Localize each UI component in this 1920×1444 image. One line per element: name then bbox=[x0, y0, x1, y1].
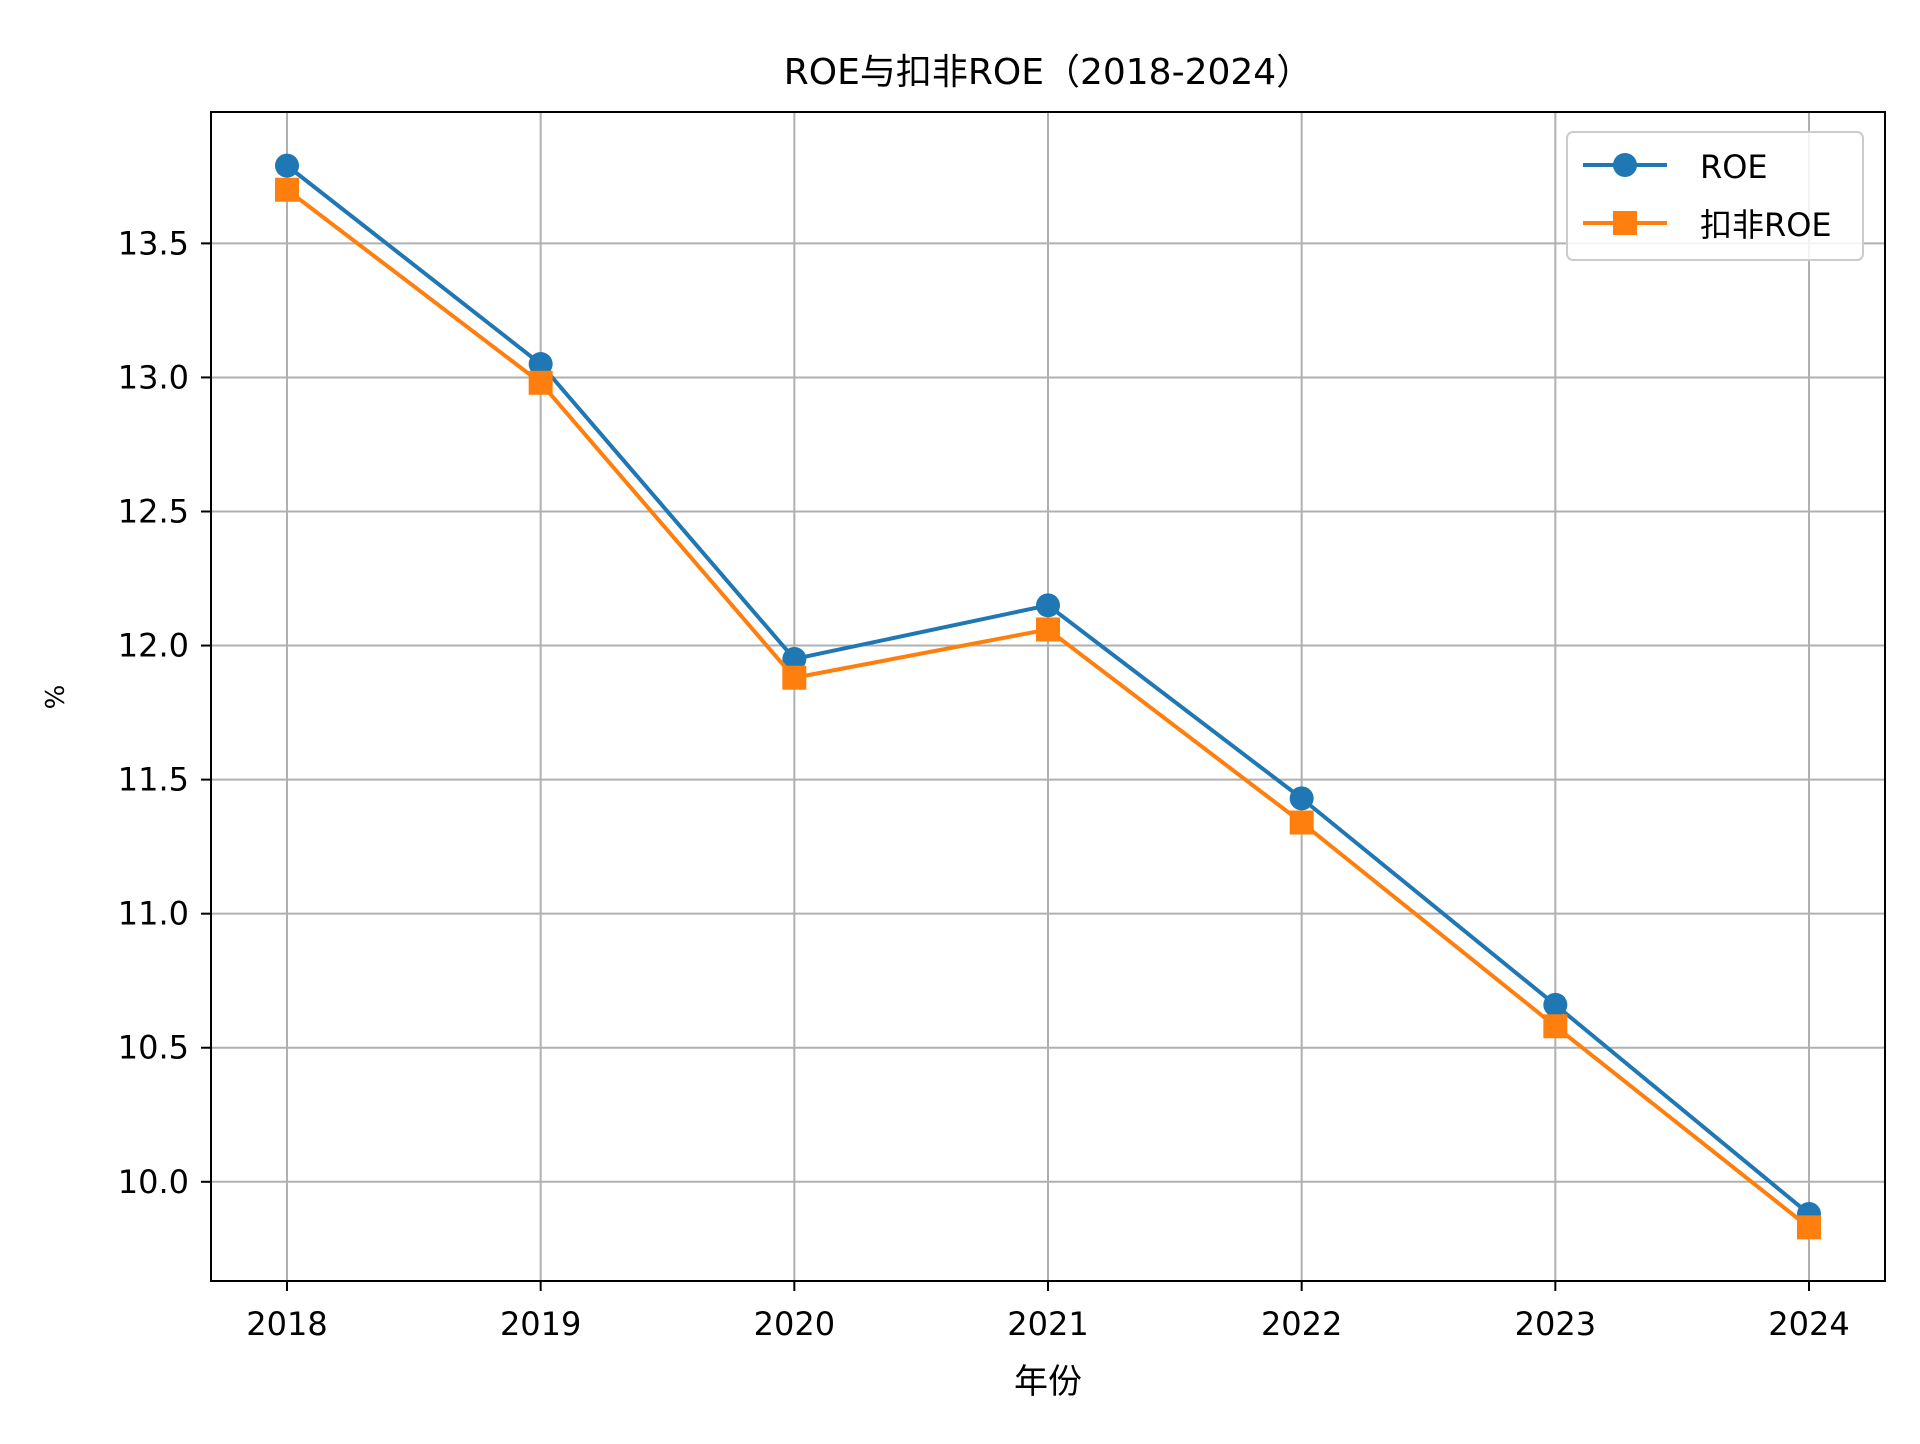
data-point-kf-roe bbox=[275, 177, 299, 202]
y-tick-label: 13.5 bbox=[118, 224, 189, 262]
x-tick-label: 2021 bbox=[1007, 1305, 1088, 1343]
y-tick-label: 11.0 bbox=[118, 895, 189, 933]
legend-kf-roe-marker bbox=[1613, 211, 1637, 235]
data-point-roe bbox=[275, 153, 299, 178]
data-point-kf-roe bbox=[1543, 1014, 1568, 1039]
data-point-kf-roe bbox=[528, 370, 553, 395]
legend-roe-label: ROE bbox=[1700, 148, 1768, 186]
y-tick-label: 10.0 bbox=[118, 1163, 189, 1201]
y-axis-label: % bbox=[41, 685, 71, 710]
data-point-kf-roe bbox=[1797, 1215, 1821, 1240]
y-tick-label: 10.5 bbox=[118, 1029, 189, 1067]
data-point-roe bbox=[1543, 992, 1568, 1017]
data-point-kf-roe bbox=[1289, 810, 1314, 835]
plot-frame bbox=[210, 111, 1886, 1282]
y-tick-label: 12.0 bbox=[118, 627, 189, 665]
legend-kf-roe-label: 扣非ROE bbox=[1700, 206, 1832, 244]
x-tick-label: 2020 bbox=[754, 1305, 835, 1343]
data-point-roe bbox=[528, 352, 553, 377]
legend: ROE 扣非ROE bbox=[1566, 131, 1864, 261]
data-point-roe bbox=[1036, 593, 1060, 618]
series-kf-roe bbox=[275, 177, 1821, 1240]
y-tick-label: 13.0 bbox=[118, 358, 189, 396]
y-tick-label: 11.5 bbox=[118, 761, 189, 799]
chart-title: ROE与扣非ROE（2018-2024） bbox=[784, 52, 1312, 93]
series-layer bbox=[275, 153, 1821, 1240]
x-tick-label: 2019 bbox=[500, 1305, 581, 1343]
data-point-roe bbox=[782, 646, 807, 671]
data-point-kf-roe bbox=[782, 665, 807, 690]
data-point-roe bbox=[1289, 786, 1314, 811]
x-axis-label: 年份 bbox=[1014, 1362, 1082, 1402]
x-tick-label: 2022 bbox=[1261, 1305, 1342, 1343]
x-tick-label: 2018 bbox=[246, 1305, 327, 1343]
y-tick-label: 12.5 bbox=[118, 492, 189, 530]
x-tick-label: 2023 bbox=[1515, 1305, 1596, 1343]
data-point-kf-roe bbox=[1036, 617, 1060, 642]
grid-lines bbox=[211, 112, 1885, 1281]
axes: 2018 2019 2020 2021 2022 2023 2024 10.0 10.5 11.0… bbox=[118, 111, 1886, 1343]
x-tick-label: 2024 bbox=[1768, 1305, 1849, 1343]
legend-roe-marker bbox=[1613, 153, 1637, 177]
